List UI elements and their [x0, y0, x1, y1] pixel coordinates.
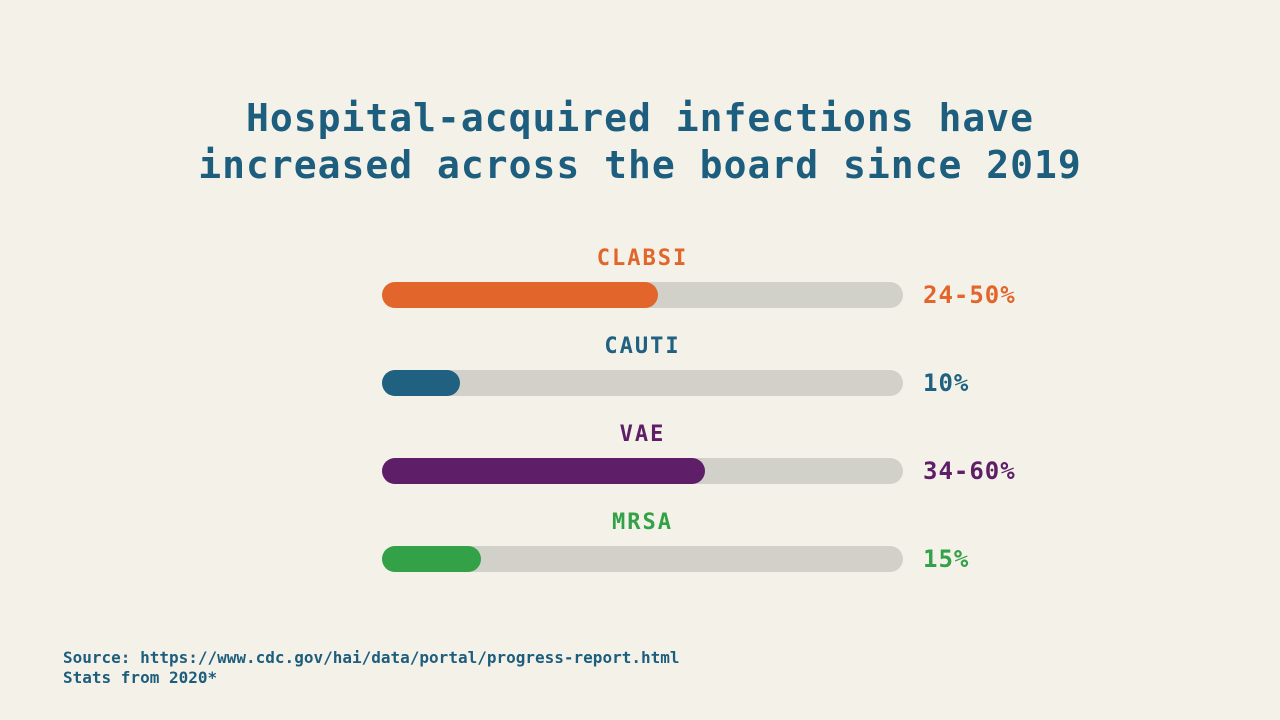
title-line-1: Hospital-acquired infections have: [246, 96, 1034, 140]
bar-track: [382, 282, 903, 308]
bar-label-cauti: CAUTI: [604, 334, 681, 359]
bar-value-cauti: 10%: [923, 369, 970, 397]
bar-label-vae: VAE: [619, 422, 666, 447]
bar-label-clabsi: CLABSI: [596, 246, 689, 271]
title-line-2: increased across the board since 2019: [198, 143, 1082, 187]
page-title: Hospital-acquired infections have increa…: [0, 95, 1280, 189]
bar-track: [382, 546, 903, 572]
bar-row-cauti: CAUTI 10%: [382, 334, 968, 396]
bar-value-clabsi: 24-50%: [923, 281, 1016, 309]
bar-value-mrsa: 15%: [923, 545, 970, 573]
bar-label-mrsa: MRSA: [612, 510, 673, 535]
bar-row-clabsi: CLABSI 24-50%: [382, 246, 1015, 308]
source-line-2: Stats from 2020*: [63, 668, 218, 687]
bar-fill: [382, 546, 481, 572]
bar-value-vae: 34-60%: [923, 457, 1016, 485]
bar-fill: [382, 370, 461, 396]
source-note: Source: https://www.cdc.gov/hai/data/por…: [63, 648, 680, 688]
bar-row-mrsa: MRSA 15%: [382, 510, 968, 572]
bar-row-vae: VAE 34-60%: [382, 422, 1015, 484]
bar-track: [382, 370, 903, 396]
bar-fill: [382, 282, 659, 308]
bar-track: [382, 458, 903, 484]
bar-fill: [382, 458, 706, 484]
source-line-1: Source: https://www.cdc.gov/hai/data/por…: [63, 648, 680, 667]
